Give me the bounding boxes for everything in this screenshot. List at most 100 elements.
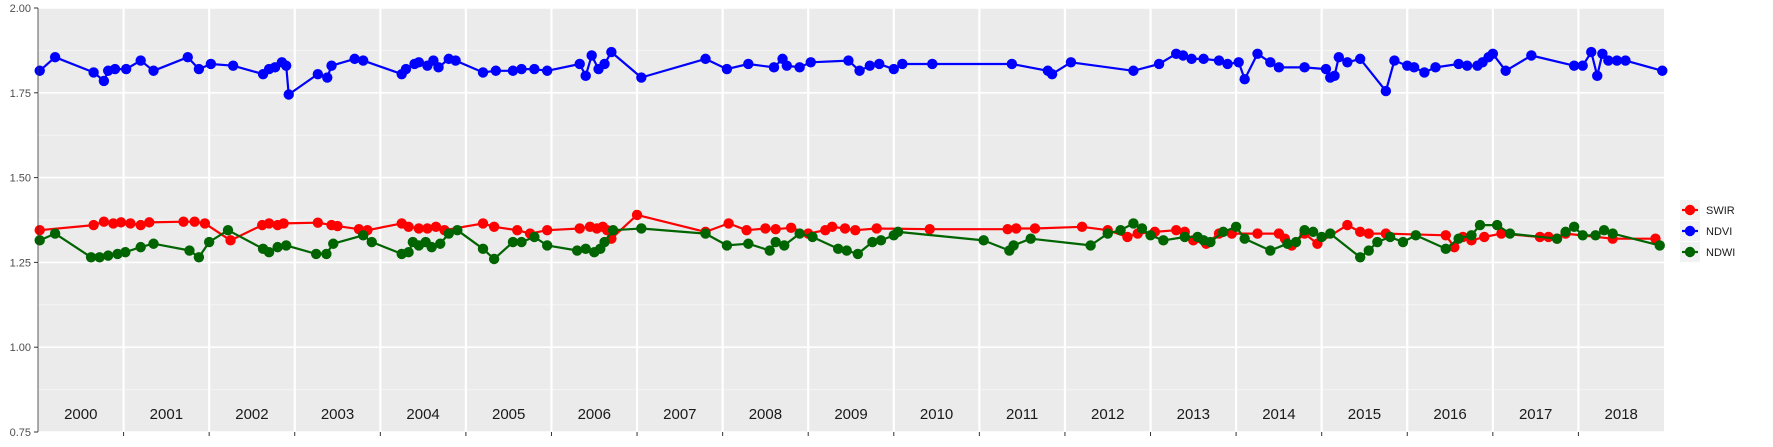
data-point-ndvi xyxy=(1329,70,1340,82)
legend-label-ndwi: NDWI xyxy=(1706,247,1735,259)
data-point-ndvi xyxy=(49,51,61,63)
data-point-ndwi xyxy=(1325,228,1336,239)
data-point-ndvi xyxy=(843,55,854,66)
data-point-swir xyxy=(574,223,585,234)
data-point-ndvi xyxy=(700,53,711,65)
data-point-ndvi xyxy=(280,60,292,71)
data-point-ndwi xyxy=(852,248,864,260)
data-point-swir xyxy=(1010,223,1022,234)
data-point-ndwi xyxy=(272,241,283,253)
data-point-ndwi xyxy=(1239,233,1250,244)
data-point-ndvi xyxy=(1128,65,1139,76)
data-point-ndvi xyxy=(1419,67,1430,78)
data-point-ndvi xyxy=(874,58,885,70)
series-lines xyxy=(34,46,1668,265)
data-point-swir xyxy=(1252,228,1263,239)
data-point-ndwi xyxy=(1008,240,1019,251)
data-point-ndwi xyxy=(1158,235,1169,246)
data-point-swir xyxy=(760,223,771,234)
data-point-ndwi xyxy=(1128,218,1139,229)
data-point-swir xyxy=(826,221,838,232)
data-point-ndvi xyxy=(1006,58,1018,70)
data-point-ndvi xyxy=(507,65,519,76)
data-point-ndvi xyxy=(109,63,121,75)
data-point-ndvi xyxy=(1252,48,1263,59)
data-point-ndwi xyxy=(541,240,553,251)
data-point-ndwi xyxy=(1085,240,1096,251)
year-label: 2014 xyxy=(1262,406,1295,423)
data-point-ndwi xyxy=(280,240,292,251)
year-label: 2009 xyxy=(834,406,867,423)
year-label: 2016 xyxy=(1433,406,1466,423)
year-label: 2018 xyxy=(1605,406,1638,423)
data-point-ndvi xyxy=(1065,57,1077,68)
data-point-ndwi xyxy=(1590,230,1601,241)
data-point-ndwi xyxy=(807,231,818,243)
data-point-ndwi xyxy=(1466,230,1477,241)
data-point-ndwi xyxy=(328,238,339,249)
data-point-ndwi xyxy=(1115,224,1126,236)
data-point-swir xyxy=(332,220,343,232)
data-point-ndvi xyxy=(1487,48,1499,59)
data-point-ndvi xyxy=(599,58,610,70)
data-point-ndwi xyxy=(743,238,754,249)
data-point-ndvi xyxy=(326,60,337,71)
data-point-ndwi xyxy=(452,224,463,236)
data-point-ndwi xyxy=(1491,219,1503,231)
data-point-ndwi xyxy=(1363,245,1374,256)
y-tick-label: 1.50 xyxy=(10,173,31,185)
data-point-swir xyxy=(312,217,324,228)
data-point-ndvi xyxy=(1342,57,1353,68)
data-point-ndwi xyxy=(184,245,195,256)
data-point-swir xyxy=(1479,231,1490,243)
data-point-ndwi xyxy=(477,243,489,255)
data-point-ndvi xyxy=(574,58,585,70)
data-point-swir xyxy=(115,217,127,228)
data-point-ndwi xyxy=(1577,230,1588,241)
data-point-ndvi xyxy=(1380,85,1392,97)
data-point-ndwi xyxy=(85,252,97,263)
data-point-ndwi xyxy=(1654,240,1665,251)
data-point-ndvi xyxy=(227,60,239,71)
year-label: 2007 xyxy=(663,406,696,423)
data-point-swir xyxy=(403,221,414,232)
data-point-swir xyxy=(871,223,882,234)
data-point-ndwi xyxy=(203,236,215,248)
data-point-ndvi xyxy=(450,55,461,66)
grid-lines xyxy=(38,7,1664,433)
data-point-ndwi xyxy=(1316,231,1327,243)
data-point-swir xyxy=(1029,223,1041,234)
data-point-swir xyxy=(1363,228,1374,239)
data-point-ndvi xyxy=(805,57,816,68)
data-point-ndwi xyxy=(607,224,619,236)
data-point-ndwi xyxy=(403,247,414,258)
data-point-ndvi xyxy=(1620,55,1631,66)
data-point-ndvi xyxy=(1239,74,1250,85)
data-point-swir xyxy=(541,224,553,236)
legend-key-point-ndvi xyxy=(1684,225,1696,237)
y-tick-label: 1.00 xyxy=(10,342,31,354)
year-label: 2017 xyxy=(1519,406,1552,423)
year-label: 2003 xyxy=(321,406,354,423)
data-point-swir xyxy=(34,224,45,236)
data-point-swir xyxy=(88,219,99,231)
data-point-ndvi xyxy=(768,62,780,73)
year-label: 2006 xyxy=(578,406,611,423)
data-point-swir xyxy=(723,218,734,229)
data-point-ndvi xyxy=(580,70,591,82)
data-point-swir xyxy=(278,218,289,229)
data-point-ndwi xyxy=(94,252,105,263)
data-point-ndwi xyxy=(321,248,332,260)
y-tick-label: 1.75 xyxy=(10,88,31,100)
data-point-ndvi xyxy=(433,62,444,73)
data-point-ndwi xyxy=(1504,228,1516,239)
data-point-ndwi xyxy=(978,235,989,246)
data-point-ndvi xyxy=(120,63,132,75)
data-point-ndvi xyxy=(1299,62,1310,73)
data-point-ndvi xyxy=(1568,60,1580,71)
data-point-ndvi xyxy=(193,63,205,75)
data-point-swir xyxy=(1002,223,1013,235)
data-point-ndwi xyxy=(1474,219,1486,231)
data-point-ndvi xyxy=(1408,62,1420,73)
